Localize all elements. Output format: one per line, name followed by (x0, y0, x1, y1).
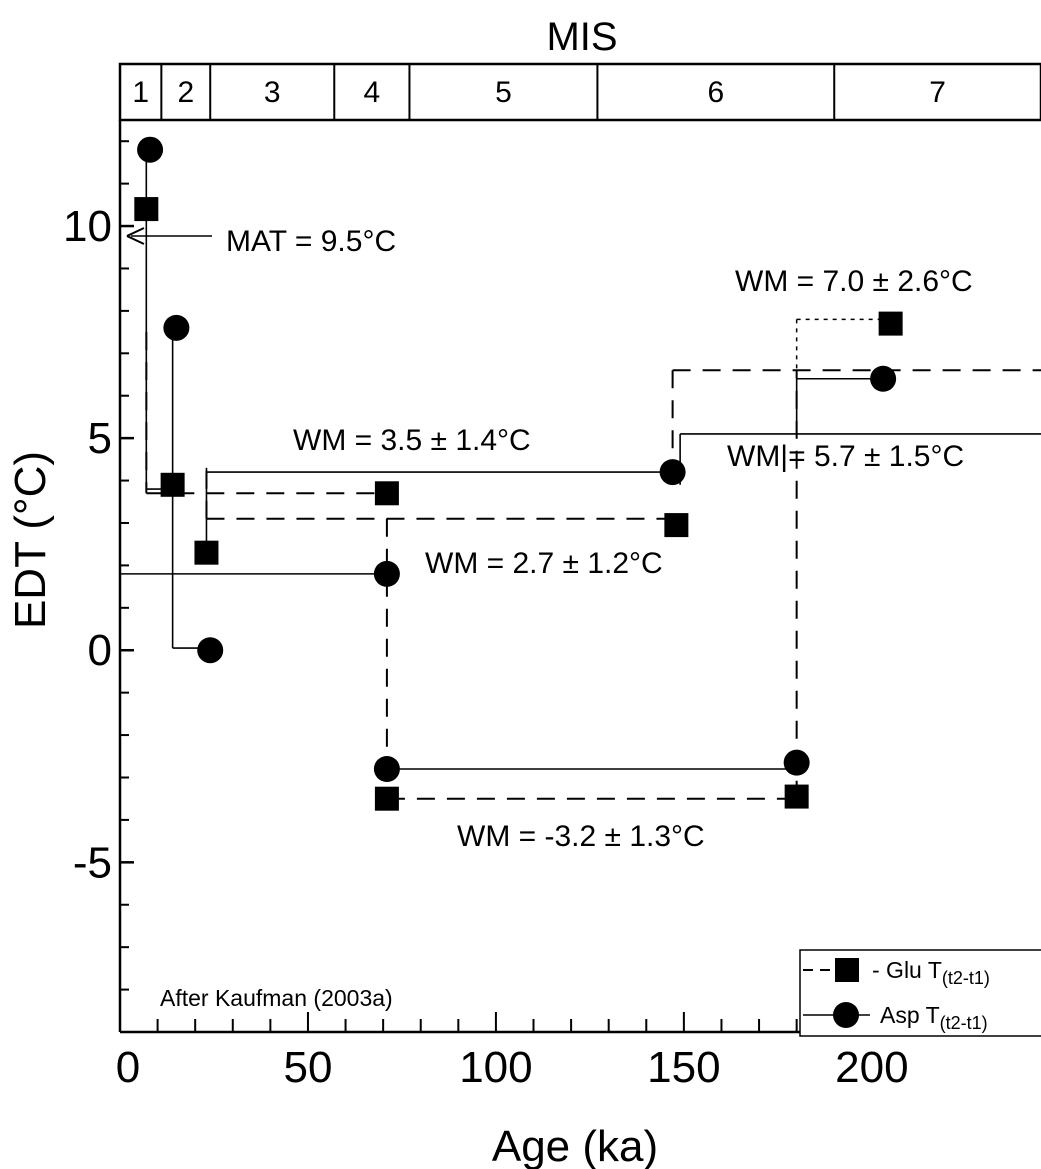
annotation-wm-top: WM = 7.0 ± 2.6°C (735, 265, 973, 298)
asp-point (197, 637, 224, 664)
x-tick-label: 100 (459, 1043, 532, 1092)
step-lines (120, 149, 1041, 800)
x-tick-label: 0 (116, 1043, 140, 1092)
glu-point (194, 540, 219, 565)
glu-point (878, 311, 903, 336)
asp-point (373, 560, 400, 587)
mis-stage-label: 1 (132, 76, 149, 109)
mis-stage-label: 7 (929, 76, 946, 109)
mis-stage-label: 3 (264, 76, 281, 109)
x-tick-label: 200 (835, 1043, 908, 1092)
asp-point (783, 749, 810, 776)
mis-stage-label: 4 (364, 76, 381, 109)
legend-glu-marker (835, 958, 859, 982)
glu-point (784, 784, 809, 809)
legend: - Glu T(t2-t1) Asp T(t2-t1) (799, 949, 1041, 1037)
mis-stage-label: 2 (177, 76, 194, 109)
mis-band-frame (118, 62, 1041, 122)
legend-asp-label: Asp T(t2-t1) (880, 1002, 988, 1033)
annotation-mat: MAT = 9.5°C (226, 225, 396, 258)
mis-title: MIS (546, 15, 617, 59)
asp-point (137, 136, 164, 163)
mis-stage-label: 6 (707, 76, 724, 109)
mat-arrow-head (126, 227, 145, 245)
glu-point (160, 472, 185, 497)
annotation-wm-57: WM|= 5.7 ± 1.5°C (727, 440, 964, 473)
y-tick-label: 0 (88, 626, 112, 675)
x-tick-label: 150 (647, 1043, 720, 1092)
y-tick-label: 10 (63, 202, 112, 251)
asp-point (870, 365, 897, 392)
asp-point (373, 756, 400, 783)
glu-point (134, 197, 159, 222)
mis-stage-label: 5 (495, 76, 512, 109)
y-tick-label: -5 (73, 838, 112, 887)
annotation-wm-35: WM = 3.5 ± 1.4°C (293, 424, 531, 457)
legend-asp-marker (833, 1002, 859, 1028)
legend-glu-label: - Glu T(t2-t1) (872, 957, 990, 988)
credit-text: After Kaufman (2003a) (160, 985, 393, 1011)
asp-point (659, 459, 686, 486)
annotation-wm-27: WM = 2.7 ± 1.2°C (425, 547, 663, 580)
glu-point (664, 513, 689, 538)
glu-point (374, 786, 399, 811)
data-marks (134, 136, 903, 811)
annotation-wm-neg: WM = -3.2 ± 1.3°C (457, 820, 705, 853)
y-tick-label: 5 (88, 414, 112, 463)
asp-point (163, 314, 190, 341)
glu-point (374, 481, 399, 506)
x-axis-title: Age (ka) (492, 1122, 658, 1169)
x-tick-label: 50 (283, 1043, 332, 1092)
y-axis-title: EDT (°C) (6, 451, 55, 629)
